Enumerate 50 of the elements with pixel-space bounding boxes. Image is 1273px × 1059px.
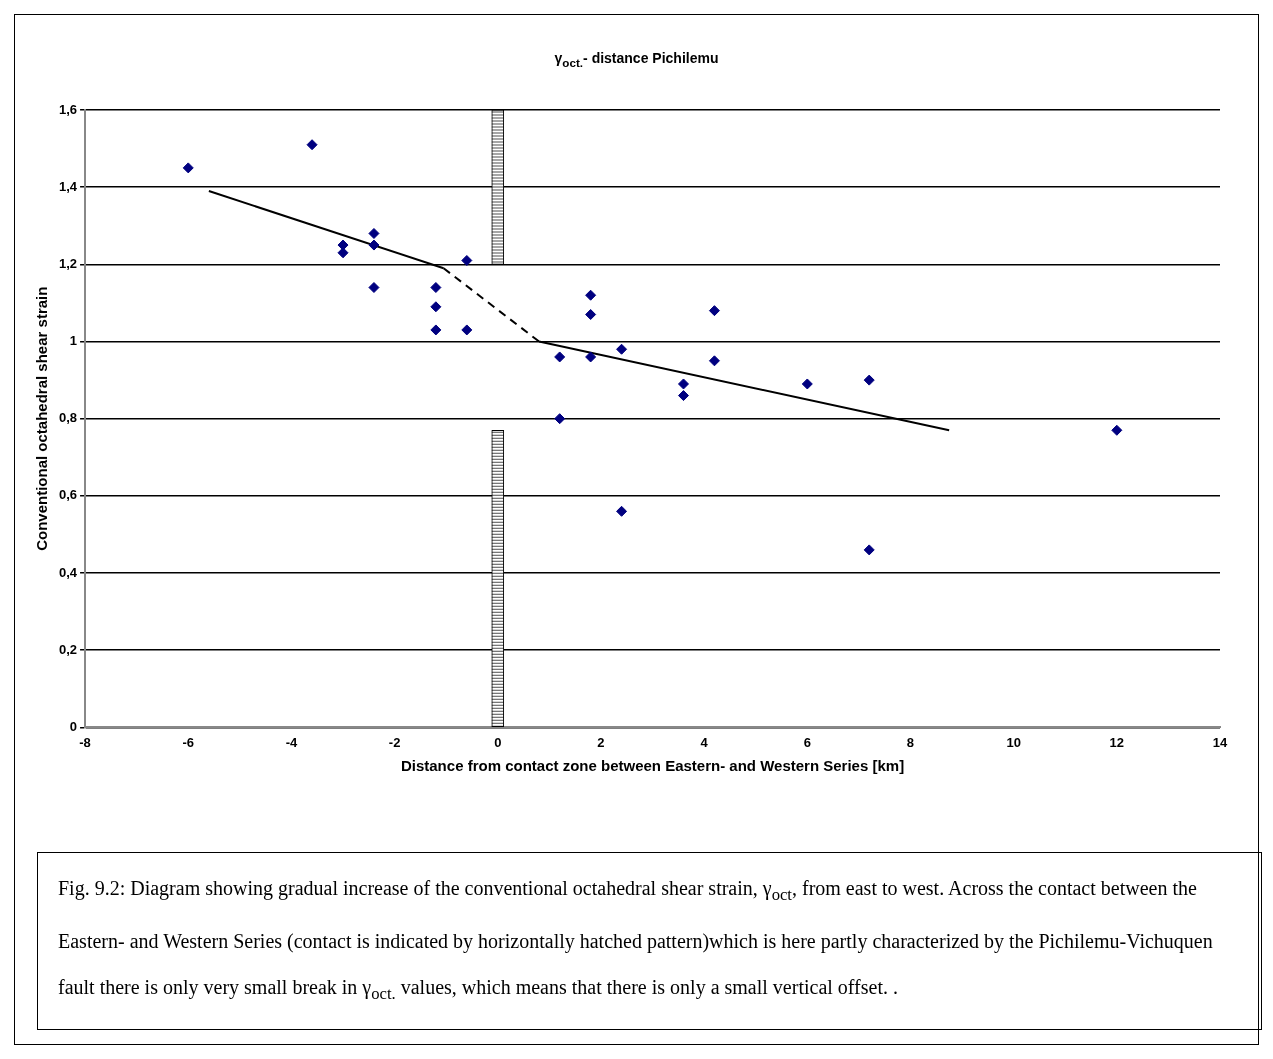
y-axis-title: Conventional octahedral shear strain bbox=[33, 286, 51, 551]
x-tick-label: 4 bbox=[700, 734, 709, 750]
point bbox=[801, 378, 813, 390]
point bbox=[677, 378, 689, 390]
y-tick-label: 1,4 bbox=[58, 178, 78, 194]
x-tick-label: 10 bbox=[1006, 734, 1021, 750]
point bbox=[306, 139, 318, 151]
point bbox=[585, 289, 597, 301]
point bbox=[1111, 424, 1123, 436]
point bbox=[554, 413, 566, 425]
point bbox=[616, 505, 628, 517]
point bbox=[368, 227, 380, 239]
x-tick-label: -4 bbox=[285, 734, 298, 750]
y-tick-label: 0,4 bbox=[58, 564, 78, 580]
point bbox=[616, 343, 628, 355]
x-tick-label: 2 bbox=[597, 734, 605, 750]
point bbox=[368, 282, 380, 293]
point bbox=[554, 351, 566, 363]
point bbox=[461, 254, 473, 266]
text: Fig. 9.2: Diagram showing gradual increase of the conventional octahedral shear strain, γ$_{oct}$, from east to west. Across the contact between the Eastern- and Western Series (contact is indicated by horizontally hatched pattern)which is here partly characterized by the Pichilemu-Vichuquen fault there is only very small break in γ$_{oct.}$ values, which means that there is only a small vertical offset. . bbox=[58, 877, 1213, 1003]
point bbox=[368, 239, 380, 251]
y-tick-label: 0,2 bbox=[58, 641, 78, 657]
x-tick-label: 14 bbox=[1212, 734, 1228, 750]
x-tick-label: 12 bbox=[1109, 734, 1125, 750]
x-axis-title: Distance from contact zone between Eastern- and Western Series [km] bbox=[400, 757, 905, 775]
point bbox=[708, 305, 720, 317]
point bbox=[182, 162, 194, 174]
y-tick-label: 1,6 bbox=[58, 101, 78, 117]
point bbox=[708, 355, 720, 367]
y-tick-label: 1,2 bbox=[58, 255, 78, 271]
point bbox=[461, 324, 473, 336]
x-tick-label: -6 bbox=[182, 734, 195, 750]
x-tick-label: 6 bbox=[803, 734, 811, 750]
x-tick-label: 8 bbox=[906, 734, 915, 750]
y-tick-label: 0,6 bbox=[58, 487, 78, 503]
point bbox=[430, 324, 442, 336]
point bbox=[585, 351, 597, 363]
point bbox=[430, 282, 442, 293]
point bbox=[585, 309, 597, 321]
point bbox=[863, 544, 875, 556]
point bbox=[677, 390, 689, 402]
y-tick-label: 0 bbox=[69, 718, 78, 734]
x-tick-label: -2 bbox=[388, 734, 401, 750]
x-tick-label: -8 bbox=[79, 734, 91, 750]
y-tick-label: 1 bbox=[69, 333, 78, 349]
point bbox=[863, 374, 875, 386]
y-tick-label: 0,8 bbox=[58, 410, 78, 426]
point bbox=[430, 301, 442, 313]
x-tick-label: 0 bbox=[494, 734, 502, 750]
chart-title: γ$_{oct.}$- distance Pichilemu bbox=[553, 50, 720, 69]
